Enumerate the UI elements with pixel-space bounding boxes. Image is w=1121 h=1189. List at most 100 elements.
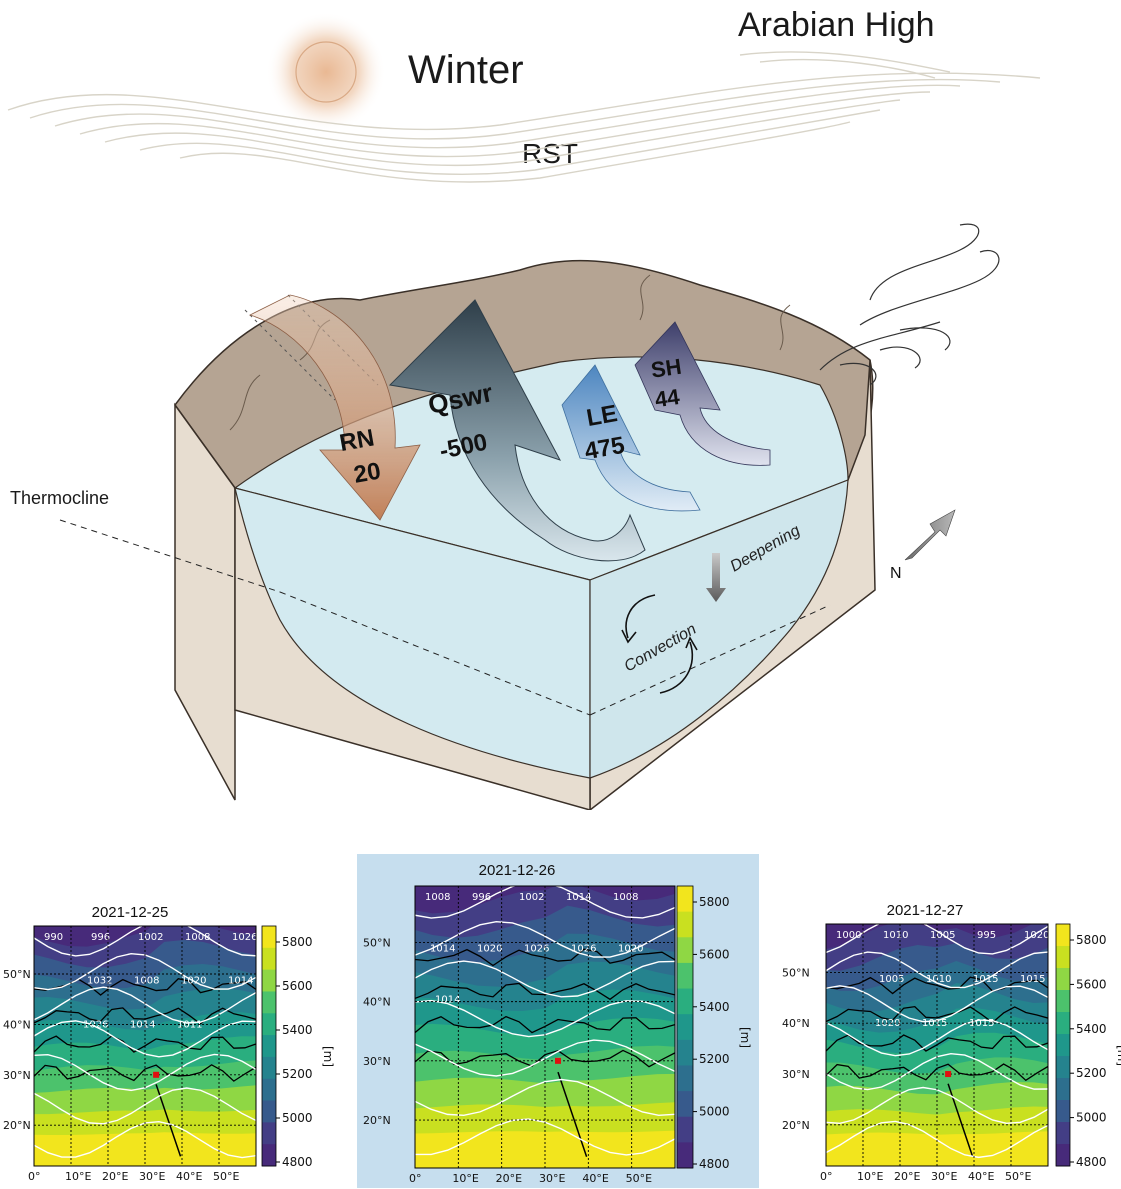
colorbar-tick-label: 5400 [282, 1023, 313, 1037]
isobar-label: 1020 [618, 943, 643, 954]
lat-tick-label: 20°N [782, 1119, 810, 1132]
lat-tick-label: 20°N [3, 1119, 31, 1132]
colorbar-tick-label: 5600 [1076, 977, 1107, 991]
wind-swirl-icon [819, 223, 1000, 386]
colorbar: 5800 5600 5400 5200 5000 4800 [m] [1055, 923, 1121, 1169]
colorbar: 5800 5600 5400 5200 5000 4800 [m] [676, 885, 752, 1171]
isobar-label: 1020 [1024, 930, 1049, 941]
lat-tick-label: 50°N [363, 936, 391, 949]
lake-block-diagram: RN 20 Qswr -500 LE 475 SH 44 N Deepening… [59, 223, 1000, 810]
thermocline-line [59, 519, 831, 716]
isobar-label: 995 [977, 930, 996, 941]
lon-tick-label: 50°E [626, 1172, 652, 1185]
colorbar-tick-label: 5800 [1076, 933, 1107, 947]
isobar-label: 996 [472, 892, 491, 903]
map-date-2: 2021-12-26 [478, 862, 556, 879]
rn-value: 20 [352, 458, 383, 489]
lat-tick-label: 30°N [363, 1055, 391, 1068]
colorbar-tick-label: 5200 [1076, 1066, 1107, 1080]
colorbar-tick-label: 5000 [1076, 1111, 1107, 1125]
lon-tick-label: 40°E [176, 1170, 202, 1183]
isobar-label: 1026 [571, 943, 596, 954]
lon-tick-label: 10°E [65, 1170, 91, 1183]
lat-tick-label: 40°N [3, 1018, 31, 1031]
lat-tick-label: 40°N [782, 1017, 810, 1030]
land-left-side [174, 402, 236, 801]
lon-tick-label: 20°E [496, 1172, 522, 1185]
rn-arrow [248, 294, 421, 521]
lat-tick-label: 30°N [3, 1069, 31, 1082]
sun-icon [266, 12, 386, 132]
lat-tick-label: 20°N [363, 1114, 391, 1127]
isobar-label: 1005 [879, 974, 904, 985]
geopotential-band [415, 886, 675, 914]
lat-tick-label: 50°N [3, 968, 31, 981]
colorbar-tick-label: 5200 [699, 1052, 730, 1066]
isobar-label: 996 [91, 932, 110, 943]
water-right-section [589, 479, 849, 779]
isobar-label: 1015 [969, 1018, 994, 1029]
lon-tick-label: 10°E [857, 1170, 883, 1183]
colorbar-unit: [m] [738, 1027, 752, 1048]
site-marker [555, 1057, 561, 1064]
colorbar-tick-label: 5000 [699, 1105, 730, 1119]
lat-tick-label: 40°N [363, 996, 391, 1009]
site-marker [945, 1071, 952, 1078]
isobar-label: 1026 [232, 932, 257, 943]
map-panel-1: 2021-12-25 990 996 1002 1008 1026 1032 1008 102… [0, 900, 360, 1189]
le-arrow [561, 364, 701, 512]
colorbar-tick-label: 5800 [699, 895, 730, 909]
colorbar-tick-label: 4800 [282, 1155, 313, 1169]
lat-tick-label: 50°N [782, 966, 810, 979]
colorbar-tick-label: 4800 [1076, 1155, 1107, 1169]
lon-tick-label: 20°E [894, 1170, 920, 1183]
isobar-label: 1008 [613, 892, 638, 903]
isobar-label: 1010 [883, 930, 908, 941]
colorbar: 5800 5600 5400 5200 5000 4800 [m] [261, 925, 335, 1169]
isobar-label: 1015 [973, 974, 998, 985]
lon-tick-label: 0° [820, 1170, 833, 1183]
isobar-label: 1020 [477, 943, 502, 954]
map-panel-3: 2021-12-27 1000 1010 1005 995 1020 1005 1010 10… [780, 900, 1121, 1189]
season-label: Winter [408, 48, 524, 92]
map-date-1: 2021-12-25 [91, 904, 169, 921]
isobar-label: 1014 [435, 995, 460, 1006]
convection-icon [621, 594, 698, 694]
colorbar-tick-label: 4800 [699, 1157, 730, 1171]
lat-tick-label: 30°N [782, 1068, 810, 1081]
colorbar-tick-label: 5600 [699, 947, 730, 961]
isobar-label: 1008 [185, 932, 210, 943]
sh-label: SH [649, 354, 683, 383]
sh-arrow [634, 321, 771, 466]
isobar-label: 1010 [926, 974, 951, 985]
north-label: N [890, 565, 902, 582]
wind-streamlines [7, 51, 1041, 183]
sky-illustration [7, 12, 1041, 183]
lon-tick-label: 30°E [931, 1170, 957, 1183]
lon-tick-label: 10°E [452, 1172, 478, 1185]
lon-tick-label: 50°E [213, 1170, 239, 1183]
arabian-high-label: Arabian High [738, 6, 935, 44]
sh-value: 44 [653, 384, 681, 412]
lon-tick-label: 30°E [539, 1172, 565, 1185]
deepening-arrow-icon [706, 553, 726, 602]
lon-tick-label: 40°E [582, 1172, 608, 1185]
colorbar-tick-label: 5400 [1076, 1022, 1107, 1036]
map-date-3: 2021-12-27 [886, 902, 964, 919]
lon-tick-label: 40°E [968, 1170, 994, 1183]
geopotential-band [34, 926, 256, 947]
lon-tick-label: 30°E [139, 1170, 165, 1183]
isobar-label: 1014 [566, 892, 591, 903]
lon-tick-label: 20°E [102, 1170, 128, 1183]
le-label: LE [585, 400, 620, 432]
water-front-section [234, 487, 591, 779]
isobar-label: 1014 [430, 943, 455, 954]
site-marker [153, 1071, 160, 1078]
qswr-arrow [388, 299, 646, 562]
thermocline-label: Thermocline [10, 488, 110, 508]
isobar-label: 1000 [836, 930, 861, 941]
isobar-label: 1008 [134, 976, 159, 987]
isobar-label: 1002 [138, 932, 163, 943]
lon-tick-label: 0° [409, 1172, 422, 1185]
